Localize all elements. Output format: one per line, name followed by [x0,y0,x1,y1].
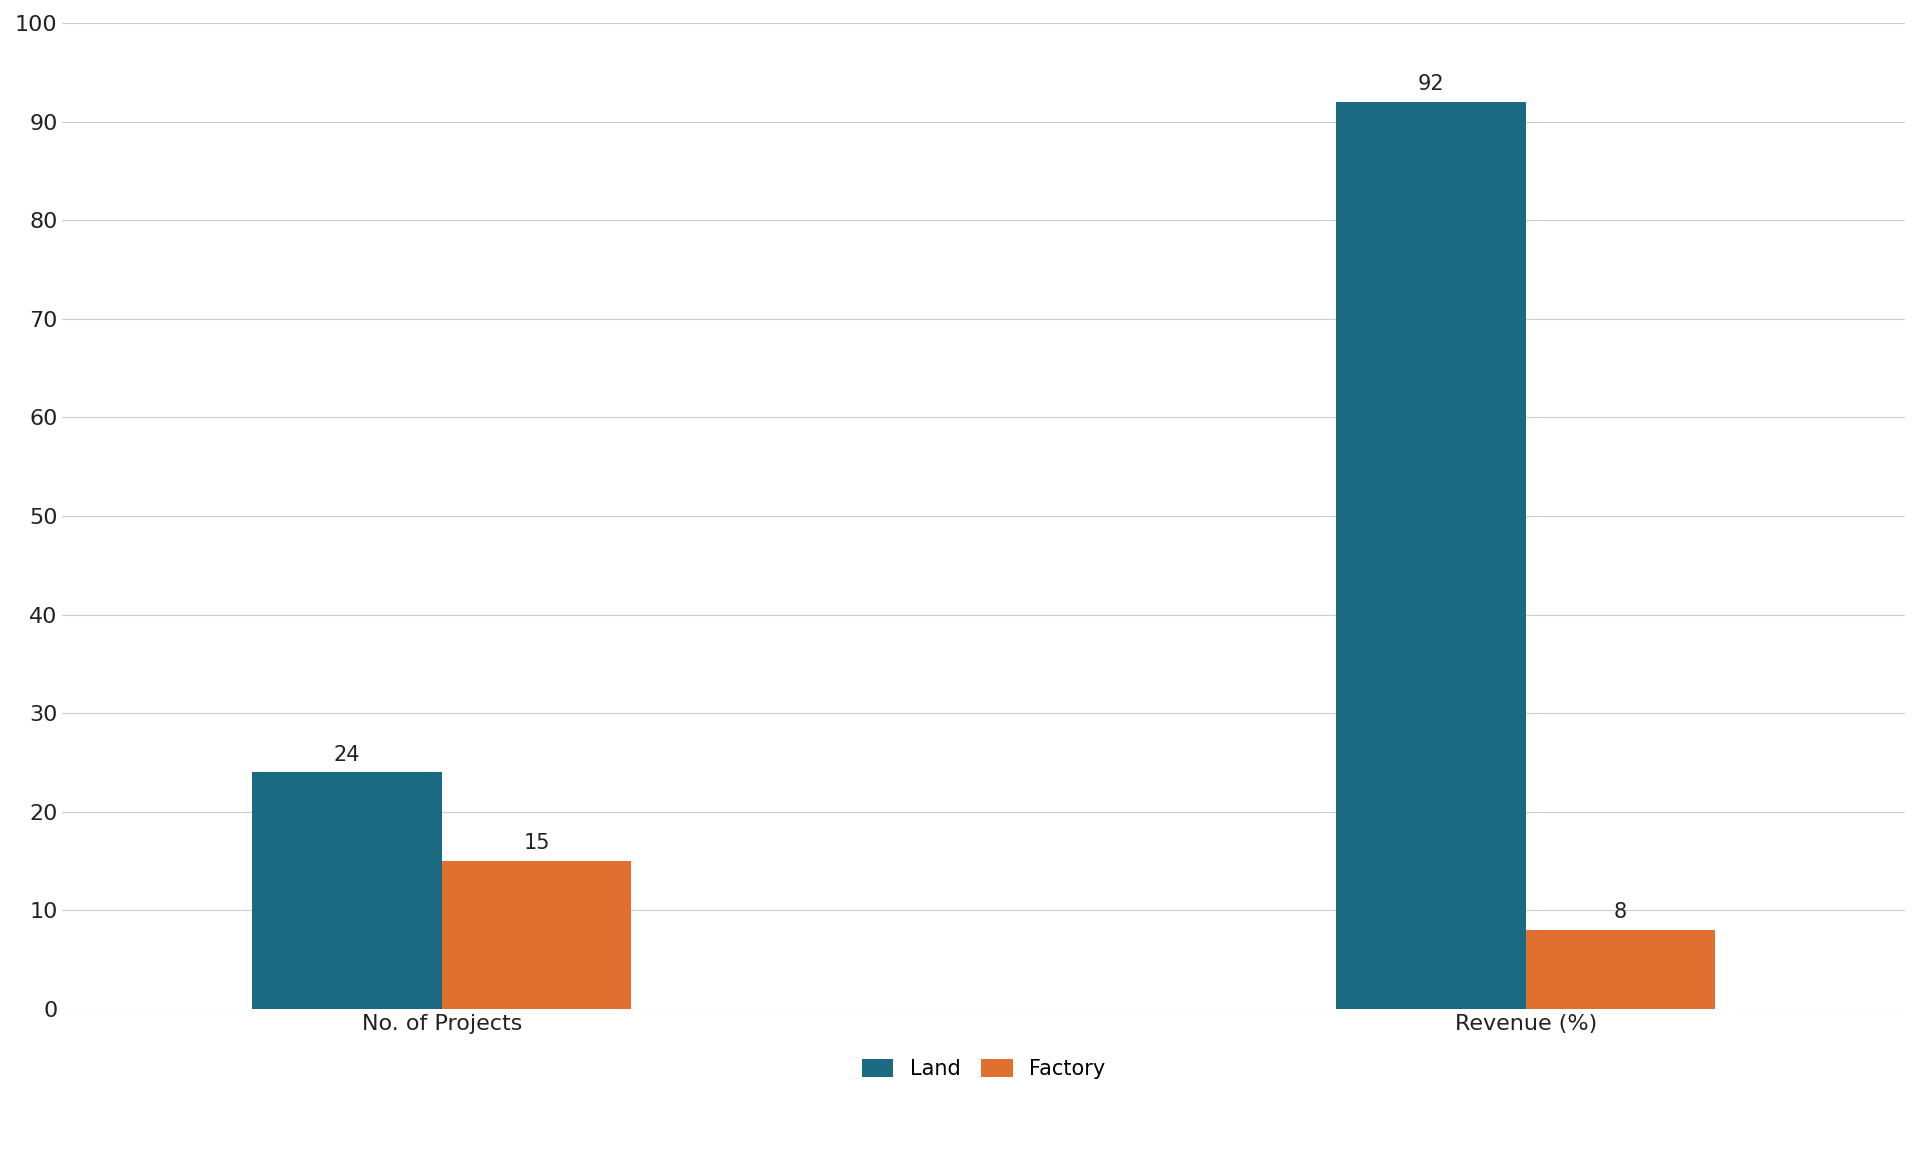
Text: 15: 15 [524,833,549,853]
Bar [252,772,442,1009]
Bar [1526,930,1715,1009]
Legend: Land, Factory: Land, Factory [854,1051,1114,1088]
Text: 8: 8 [1615,902,1626,922]
Text: 24: 24 [334,745,361,764]
Bar [442,861,632,1009]
Bar [1336,102,1526,1009]
Text: 92: 92 [1417,74,1444,94]
